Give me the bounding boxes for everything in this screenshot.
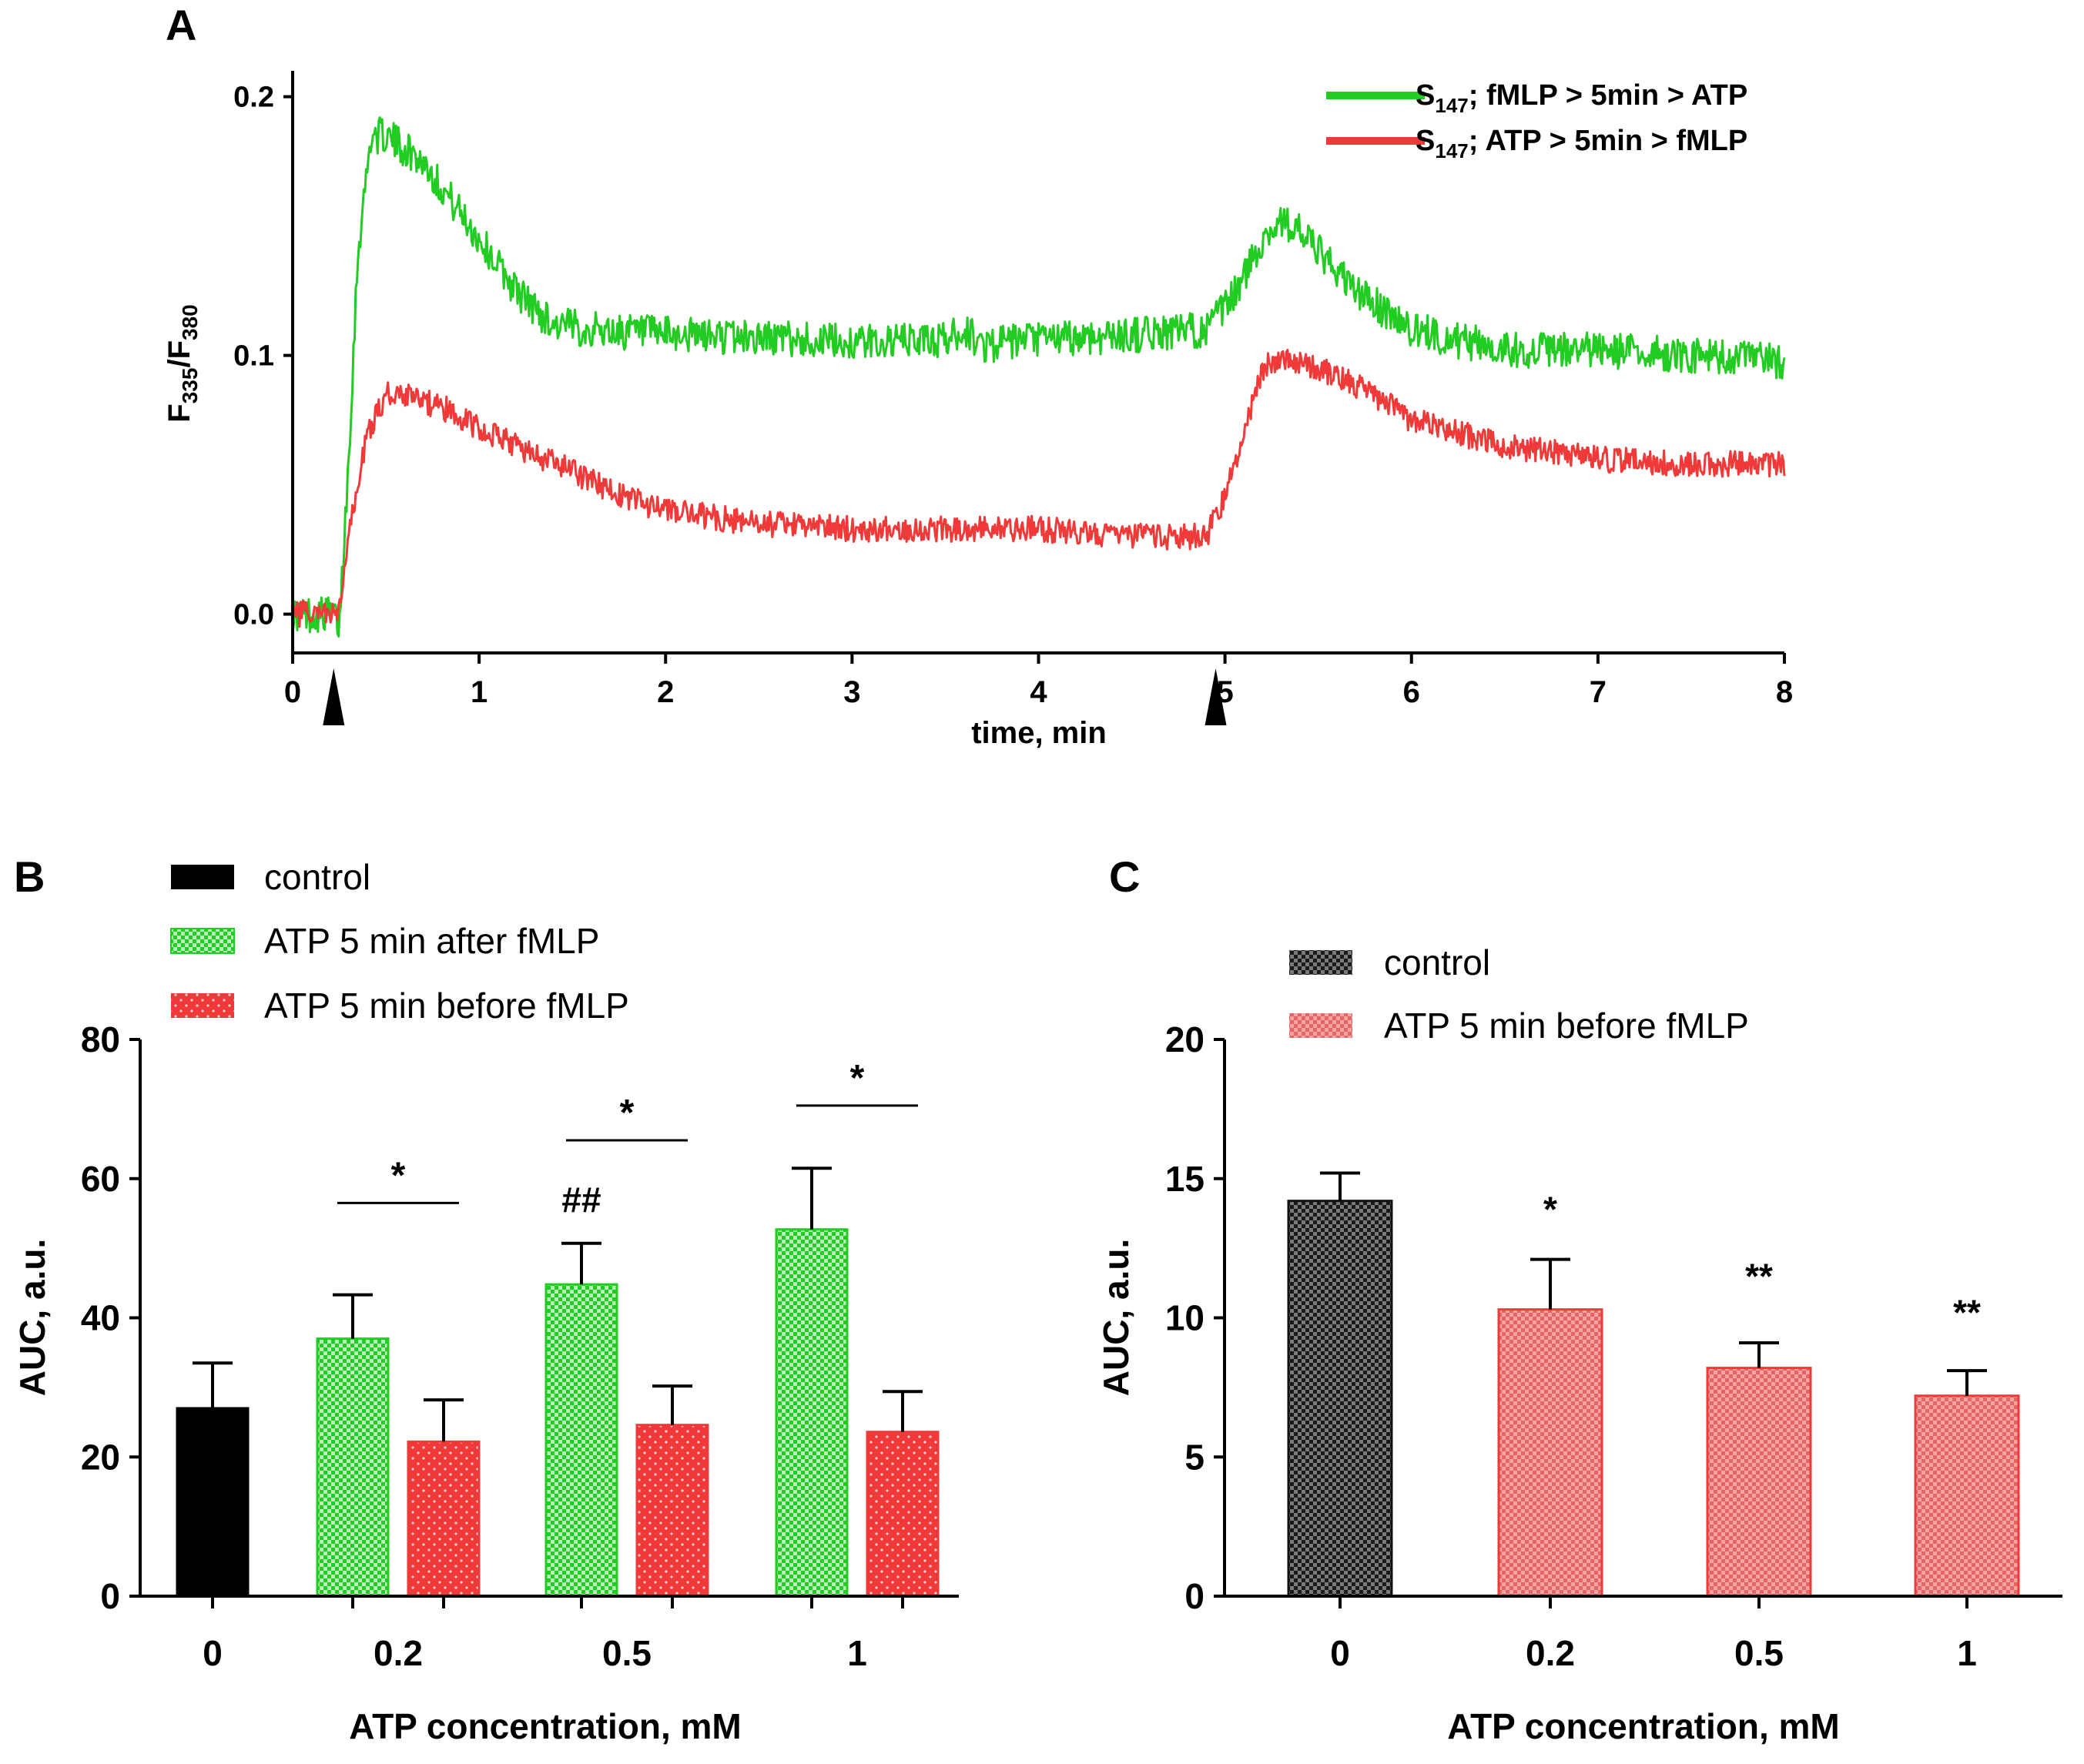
panel-b-legend: control ATP 5 min after fMLP ATP 5 min b… [170,857,629,1026]
x-tick-label: 7 [1590,675,1607,709]
y-tick-label: 40 [81,1298,120,1338]
significance-star: * [391,1155,406,1196]
bar-0.2-s1 [1497,1308,1603,1598]
panel-b-plot: 0 20 40 60 80 0 0.2 0.5 1 * * * ## [81,1019,940,1673]
y-tick-label: 0 [100,1576,120,1616]
panel-c-letter: C [1109,852,1140,901]
x-tick-label: 1 [847,1633,867,1673]
panel-b-legend-swatch-after [170,928,235,954]
bar-1-s1 [775,1228,849,1598]
panel-c: C control ATP 5 min before fMLP 05101520… [1096,852,2062,1746]
x-tick-label: 0.5 [1734,1633,1784,1673]
panel-a-legend-label-green: S147; fMLP > 5min > ATP [1416,79,1747,117]
x-tick-label: 0 [1330,1633,1350,1673]
panel-c-y-label: AUC, a.u. [1096,1239,1136,1396]
stimulus-arrow [1204,668,1227,725]
bar-0.5-s2 [635,1424,709,1598]
bar-0.2-s1 [316,1337,390,1598]
panel-a-y-label: F335/F380 [162,304,202,422]
x-tick-label: 3 [843,675,860,709]
x-tick-label: 2 [657,675,674,709]
x-tick-label: 1 [471,675,487,709]
x-tick-label: 0 [203,1633,223,1673]
panel-b-legend-swatch-control [171,865,234,889]
trace-red [291,348,1786,628]
significance-mark: ** [1745,1256,1773,1296]
y-tick-label: 80 [81,1019,120,1059]
significance-star: * [850,1058,865,1099]
y-tick-label: 0.2 [233,82,274,114]
y-tick-label: 20 [81,1437,120,1477]
panel-b-legend-label-control: control [264,857,370,897]
x-tick-label: 0.2 [1526,1633,1575,1673]
trace-green [291,116,1786,638]
panel-a-stimulus-arrows [323,668,1227,725]
bar-0.5-s1 [544,1283,618,1598]
panel-b-x-label: ATP concentration, mM [349,1706,741,1746]
y-tick-label: 60 [81,1159,120,1199]
panel-a-legend-label-red: S147; ATP > 5min > fMLP [1416,125,1747,162]
panel-c-legend: control ATP 5 min before fMLP [1289,942,1749,1046]
bar-0-s0 [176,1407,250,1598]
panel-b-y-label: AUC, a.u. [12,1239,52,1396]
x-tick-label: 0.5 [602,1633,652,1673]
panel-a-legend: S147; fMLP > 5min > ATP S147; ATP > 5min… [1326,79,1747,162]
bar-1-s2 [866,1431,940,1598]
x-tick-label: 6 [1403,675,1420,709]
bar-0.2-s2 [407,1440,481,1598]
x-tick-label: 0.2 [374,1633,423,1673]
significance-mark: ** [1953,1292,1981,1332]
panel-b-legend-label-before: ATP 5 min before fMLP [264,986,629,1026]
panel-c-legend-label-before: ATP 5 min before fMLP [1384,1006,1749,1046]
significance-mark: * [1543,1190,1557,1230]
panel-b-legend-swatch-before [171,993,234,1018]
x-tick-label: 8 [1776,675,1793,709]
y-tick-label: 5 [1184,1437,1204,1477]
bar-0-s0 [1287,1200,1393,1598]
panel-b: B control ATP 5 min after fMLP ATP 5 min… [12,852,959,1746]
panel-c-x-label: ATP concentration, mM [1447,1706,1839,1746]
panel-c-legend-label-control: control [1384,942,1490,982]
panel-a-y-ticks: 0.0 0.1 0.2 [233,82,293,631]
stimulus-arrow [323,668,345,725]
bar-0.5-s1 [1706,1367,1812,1598]
panel-b-legend-label-after: ATP 5 min after fMLP [264,921,599,961]
significance-star: * [620,1093,635,1133]
y-tick-label: 15 [1165,1159,1204,1199]
panel-b-letter: B [14,852,45,901]
panel-a-x-label: time, min [971,716,1107,750]
y-tick-label: 10 [1165,1298,1204,1338]
panel-a-letter: A [166,1,196,49]
y-tick-label: 20 [1165,1019,1204,1059]
x-tick-label: 1 [1957,1633,1977,1673]
y-tick-label: 0 [1184,1576,1204,1616]
y-tick-label: 0.0 [233,599,274,631]
panel-c-legend-swatch-control [1289,950,1352,975]
panel-a-traces [291,116,1786,638]
y-tick-label: 0.1 [233,340,274,373]
significance-mark: ## [561,1180,601,1220]
x-tick-label: 0 [284,675,301,709]
panel-c-legend-swatch-before [1289,1013,1352,1038]
bar-1-s1 [1914,1394,2020,1598]
x-tick-label: 4 [1030,675,1047,709]
